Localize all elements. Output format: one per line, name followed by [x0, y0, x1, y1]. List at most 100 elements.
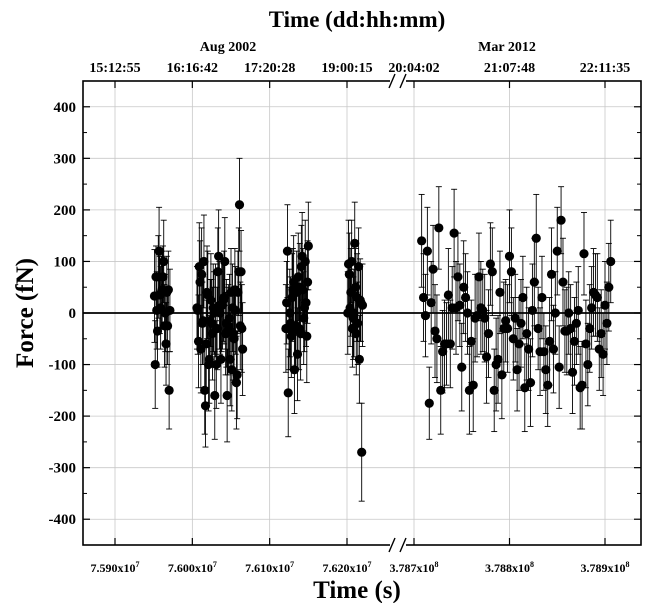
- top-tick-label: 16:16:42: [167, 61, 218, 76]
- y-tick-label: 400: [54, 100, 77, 116]
- data-point: [466, 336, 476, 346]
- y-axis-label: Force (fN): [12, 258, 39, 368]
- data-point: [537, 292, 547, 303]
- data-point: [548, 344, 559, 354]
- data-point: [545, 336, 555, 346]
- data-point: [583, 359, 593, 370]
- data-point: [478, 305, 488, 316]
- data-point: [215, 308, 225, 318]
- data-point: [299, 313, 309, 323]
- data-point: [347, 256, 357, 267]
- data-point: [300, 256, 310, 267]
- data-point: [539, 347, 549, 357]
- data-point: [487, 267, 497, 277]
- data-point: [483, 329, 494, 339]
- data-point: [154, 246, 164, 256]
- data-point: [493, 354, 503, 364]
- data-point: [424, 398, 434, 408]
- data-point: [453, 272, 463, 282]
- data-point: [350, 238, 360, 248]
- data-point: [506, 267, 517, 277]
- data-point: [585, 323, 595, 334]
- data-point: [462, 308, 473, 318]
- data-point: [200, 401, 211, 411]
- data-point: [422, 246, 432, 256]
- axis-break-mark: [399, 537, 407, 553]
- data-point: [606, 256, 616, 267]
- data-point: [459, 282, 469, 292]
- data-point: [556, 215, 566, 225]
- data-point: [567, 367, 578, 377]
- data-point: [573, 305, 583, 316]
- data-point: [210, 390, 220, 401]
- data-point: [353, 318, 363, 328]
- data-point: [159, 256, 169, 267]
- data-point: [598, 349, 608, 359]
- data-point: [224, 321, 234, 331]
- data-point: [222, 390, 232, 401]
- top-tick-label: 22:11:35: [580, 61, 631, 76]
- data-point: [602, 318, 612, 328]
- data-point: [354, 262, 364, 272]
- data-point: [282, 246, 293, 256]
- data-point: [525, 378, 536, 388]
- data-point: [349, 308, 359, 318]
- data-point: [577, 380, 587, 390]
- x-axis-label: Time (s): [313, 577, 401, 603]
- axis-break-mark: [388, 73, 396, 89]
- axis-break-mark: [399, 73, 407, 89]
- data-point: [219, 292, 229, 303]
- data-point: [550, 308, 560, 318]
- data-point: [216, 354, 226, 364]
- y-tick-label: -200: [49, 409, 77, 425]
- top-tick-label: 15:12:55: [89, 61, 140, 76]
- chart-title: Time (dd:hh:mm): [269, 7, 446, 32]
- data-point: [445, 339, 455, 349]
- data-point: [527, 305, 538, 316]
- data-point: [303, 241, 313, 251]
- data-point: [569, 336, 580, 346]
- data-point: [474, 272, 484, 282]
- data-point: [351, 329, 361, 339]
- data-point: [481, 352, 492, 362]
- data-point: [193, 336, 204, 346]
- data-point: [204, 354, 214, 364]
- data-point: [357, 447, 367, 457]
- data-point: [302, 277, 313, 287]
- data-point: [231, 305, 241, 316]
- data-point: [592, 292, 602, 303]
- data-point: [428, 264, 438, 274]
- x-tick-label: 3.787x108: [390, 560, 439, 575]
- data-point: [495, 287, 505, 297]
- data-point: [220, 256, 230, 267]
- data-point: [195, 277, 205, 287]
- data-point: [285, 308, 295, 318]
- data-point: [193, 305, 203, 316]
- data-point: [438, 347, 448, 357]
- data-point: [199, 256, 209, 267]
- data-point: [214, 251, 224, 261]
- data-point: [236, 267, 246, 277]
- data-point: [164, 385, 174, 395]
- y-tick-label: -100: [49, 358, 77, 374]
- data-point: [558, 277, 568, 287]
- data-point: [152, 326, 163, 336]
- data-point: [301, 298, 311, 308]
- x-tick-label: 3.788x108: [485, 560, 534, 575]
- y-tick-label: -400: [49, 512, 77, 528]
- y-tick-label: 200: [54, 203, 77, 219]
- data-point: [229, 334, 239, 344]
- data-point: [212, 323, 222, 334]
- data-point: [158, 272, 168, 282]
- data-point: [579, 249, 589, 259]
- data-point: [449, 228, 459, 238]
- x-tick-label: 7.610x107: [245, 560, 294, 575]
- data-point: [497, 370, 507, 380]
- data-point: [516, 318, 526, 328]
- data-point: [531, 233, 541, 243]
- data-point: [529, 277, 539, 287]
- data-point: [206, 295, 216, 305]
- data-point: [213, 267, 223, 277]
- data-point: [443, 290, 453, 300]
